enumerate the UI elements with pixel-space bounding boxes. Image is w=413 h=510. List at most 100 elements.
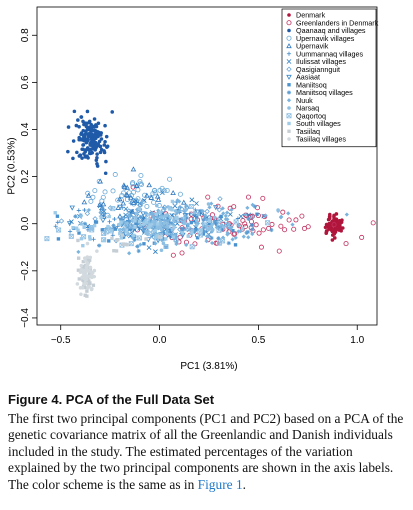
data-point — [99, 215, 103, 220]
data-point — [144, 192, 150, 198]
data-point — [162, 206, 167, 212]
legend-marker — [287, 13, 291, 17]
data-point — [256, 230, 262, 236]
data-point — [338, 222, 342, 226]
data-point — [87, 127, 91, 132]
legend-marker — [287, 106, 291, 110]
data-point — [161, 231, 165, 235]
data-point — [138, 214, 143, 220]
legend-entry: Tasiilaq — [296, 127, 320, 136]
data-point — [85, 294, 89, 298]
data-point — [102, 189, 108, 195]
data-point — [278, 223, 284, 229]
legend-entry: Ilulissat villages — [296, 57, 346, 66]
data-point — [91, 283, 96, 287]
series-qaanaaq-and-villages — [66, 109, 115, 176]
data-point — [206, 202, 211, 206]
data-point — [263, 213, 268, 218]
data-point — [144, 229, 150, 235]
legend-entry: Nuuk — [296, 96, 313, 105]
data-point — [81, 259, 85, 264]
data-point — [194, 218, 199, 223]
data-point — [90, 286, 94, 291]
data-point — [260, 195, 266, 201]
data-point — [123, 224, 129, 230]
data-point — [118, 217, 124, 223]
data-point — [217, 196, 223, 202]
data-point — [66, 149, 70, 154]
data-point — [135, 196, 141, 202]
data-point — [219, 214, 223, 219]
data-point — [250, 202, 255, 207]
data-point — [164, 228, 170, 233]
data-point — [124, 230, 129, 234]
data-point — [82, 256, 87, 260]
data-point — [299, 213, 305, 219]
data-point — [164, 231, 169, 236]
data-point — [123, 191, 130, 197]
legend-marker — [287, 129, 291, 133]
data-point — [86, 207, 91, 213]
data-point — [177, 208, 182, 213]
data-point — [276, 248, 282, 254]
data-point — [87, 282, 91, 287]
data-point — [58, 218, 65, 224]
data-point — [84, 277, 89, 282]
data-point — [77, 231, 81, 235]
legend-marker — [286, 51, 292, 56]
data-point — [216, 240, 222, 246]
data-point — [85, 121, 89, 126]
data-point — [290, 222, 295, 227]
legend-entry: South villages — [296, 119, 341, 128]
data-point — [201, 229, 207, 234]
data-point — [343, 241, 349, 247]
data-point — [221, 211, 226, 216]
data-point — [210, 227, 215, 232]
data-point — [112, 226, 116, 231]
data-point — [87, 119, 92, 124]
data-point — [220, 228, 224, 232]
data-point — [76, 208, 81, 213]
caption-end: . — [242, 476, 247, 492]
data-point — [110, 110, 115, 114]
data-point — [174, 241, 179, 247]
data-point — [79, 115, 84, 119]
data-point — [260, 227, 266, 233]
data-point — [148, 223, 153, 227]
legend-entry: Aasiaat — [296, 73, 320, 82]
data-point — [326, 217, 331, 222]
scatter-points — [44, 109, 376, 298]
data-point — [192, 241, 198, 247]
data-point — [106, 224, 110, 229]
data-point — [110, 188, 116, 194]
data-point — [215, 203, 221, 209]
data-point — [209, 235, 214, 241]
data-point — [341, 226, 345, 230]
data-point — [67, 229, 73, 234]
plot-frame — [36, 6, 378, 326]
x-tick-label: 0.5 — [251, 335, 265, 346]
data-point — [71, 156, 75, 161]
data-point — [293, 217, 299, 223]
data-point — [84, 129, 88, 134]
figure-1-link[interactable]: Figure 1 — [197, 476, 243, 492]
data-point — [167, 176, 173, 182]
data-point — [192, 229, 197, 234]
data-point — [159, 190, 165, 196]
data-point — [129, 229, 136, 235]
legend-marker — [286, 59, 292, 64]
data-point — [148, 219, 153, 224]
data-point — [333, 236, 337, 240]
data-point — [128, 200, 133, 206]
caption-text: The first two principal components (PC1 … — [8, 410, 404, 492]
data-point — [332, 215, 336, 219]
data-point — [75, 150, 79, 155]
data-point — [109, 228, 114, 233]
data-point — [209, 240, 215, 246]
data-point — [207, 205, 212, 210]
data-point — [125, 221, 129, 226]
data-point — [152, 225, 157, 230]
data-point — [73, 214, 78, 219]
data-point — [265, 220, 271, 226]
data-point — [185, 222, 191, 227]
